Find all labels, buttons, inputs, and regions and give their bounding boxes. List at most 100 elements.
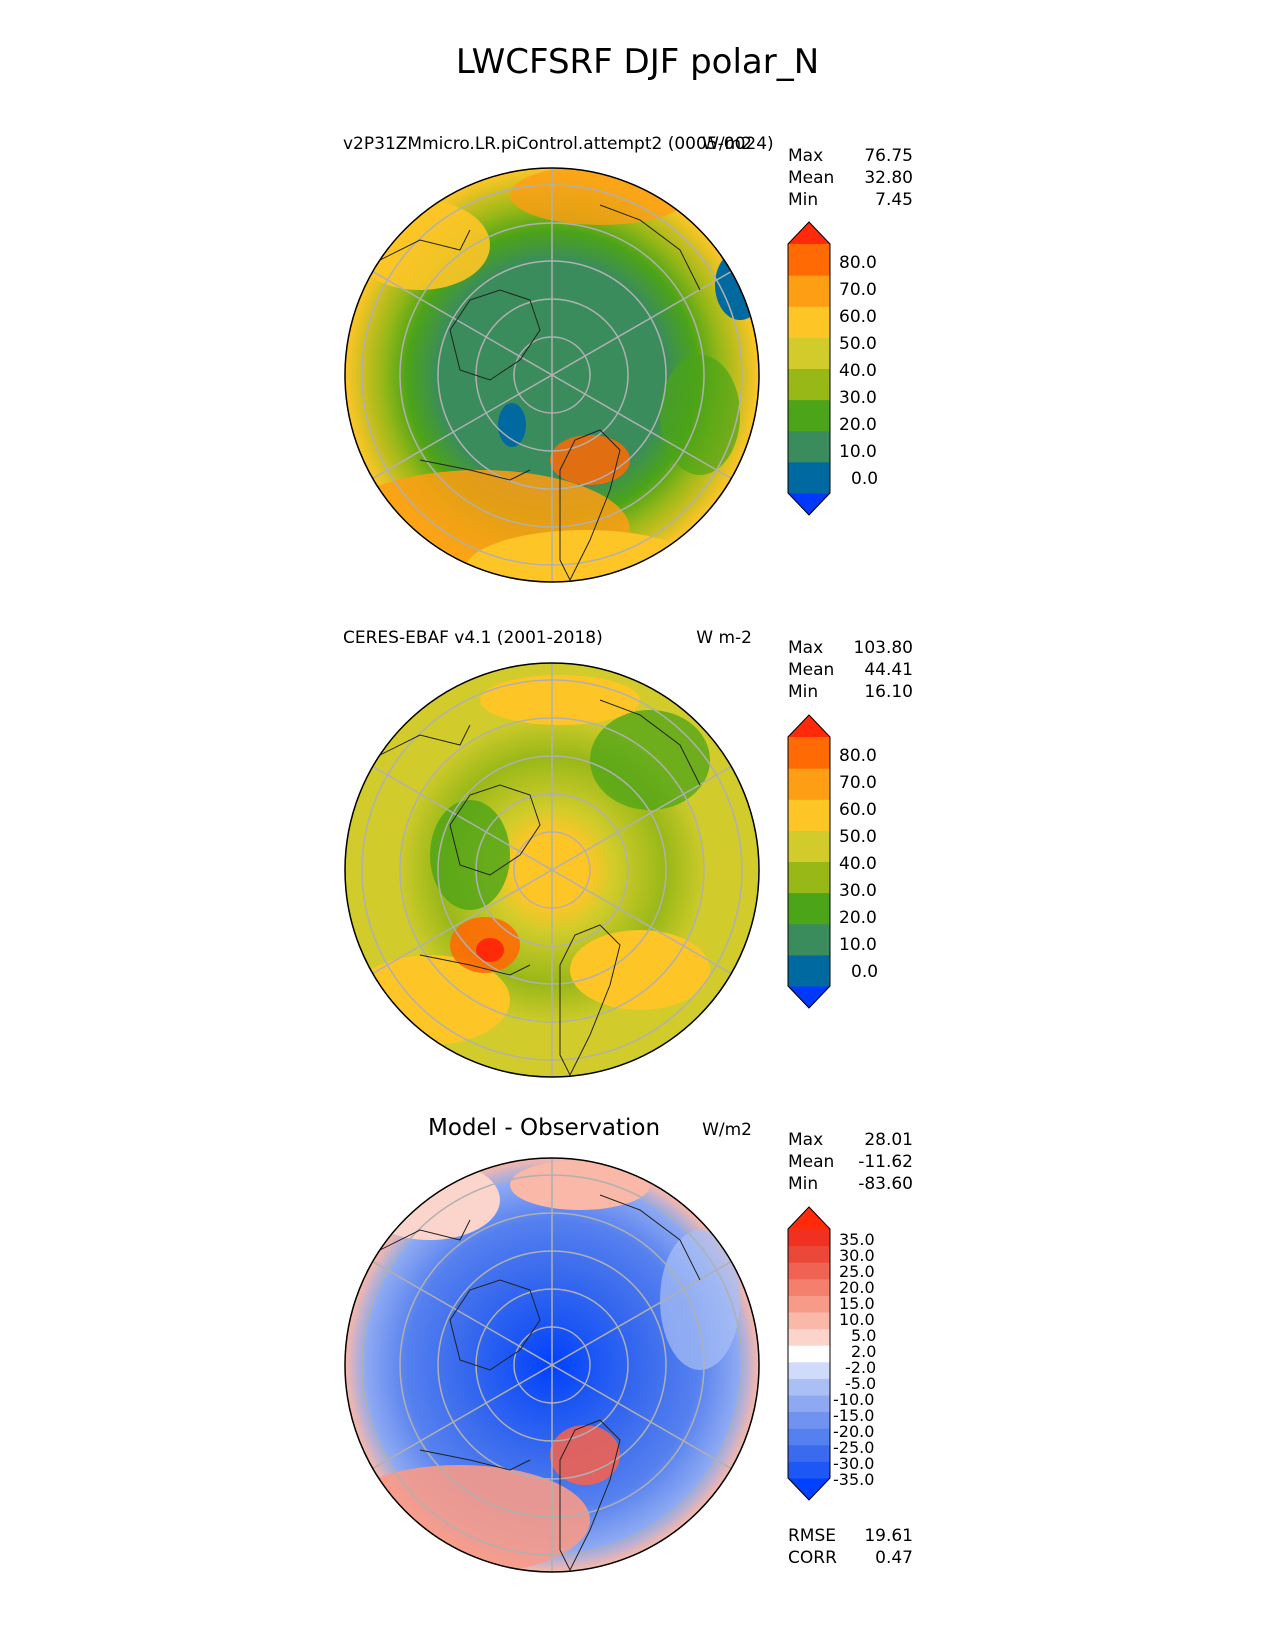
difference-max-label: Max (788, 1130, 824, 1150)
test-colorbar-tick: 30.0 (839, 388, 877, 408)
difference-colorbar-tick: 20.0 (839, 1278, 875, 1297)
rmse-value: 19.61 (864, 1526, 913, 1546)
test-grid (361, 168, 743, 582)
difference-colorbar-outline (787, 1206, 831, 1501)
reference-mean-label: Mean (788, 660, 835, 680)
reference-colorbar-swatch (788, 892, 830, 925)
difference-colorbar-swatch (788, 1207, 830, 1229)
figure-title: LWCFSRF DJF polar_N (455, 42, 820, 82)
difference-colorbar-tick: -2.0 (845, 1358, 877, 1377)
reference-colorbar-tick: 50.0 (839, 827, 877, 847)
difference-colorbar-swatch (788, 1411, 830, 1429)
difference-colorbar-tick: 35.0 (839, 1230, 875, 1249)
difference-field-weak-region (660, 1230, 740, 1370)
difference-panel-units: W/m2 (702, 1120, 752, 1140)
test-colorbar-tick: 80.0 (839, 253, 877, 273)
difference-colorbar-swatch (788, 1295, 830, 1313)
test-colorbar-swatch (788, 368, 830, 401)
reference-coastlines (379, 699, 701, 1077)
reference-min-label: Min (788, 682, 819, 702)
difference-colorbar-swatch (788, 1312, 830, 1330)
difference-mean-label: Mean (788, 1152, 835, 1172)
test-colorbar-swatch (788, 244, 830, 276)
test-mean-label: Mean (788, 168, 835, 188)
test-coastlines (379, 204, 701, 582)
difference-colorbar-swatch (788, 1262, 830, 1280)
test-mean-value: 32.80 (864, 168, 913, 188)
test-field-mid-region (660, 355, 740, 475)
test-colorbar-swatch (788, 430, 830, 463)
test-colorbar-swatch (788, 275, 830, 307)
difference-colorbar-tick: 10.0 (839, 1310, 875, 1329)
reference-colorbar-swatch (788, 715, 830, 737)
reference-colorbar-swatch (788, 799, 830, 831)
test-panel-units: W/m2 (702, 134, 752, 154)
test-field-high-region (350, 200, 490, 290)
test-max-label: Max (788, 146, 824, 166)
test-colorbar-tick: 70.0 (839, 280, 877, 300)
reference-field-peak-region (476, 938, 504, 962)
reference-panel-units: W m-2 (696, 628, 752, 648)
test-panel-title: v2P31ZMmicro.LR.piControl.attempt2 (0005… (343, 134, 774, 154)
difference-field-positive-region (345, 1465, 590, 1572)
reference-colorbar-tick: 30.0 (839, 881, 877, 901)
test-colorbar-tick: 0.0 (851, 469, 879, 489)
difference-colorbar-tick: 30.0 (839, 1246, 875, 1265)
test-colorbar-swatch (788, 306, 830, 338)
reference-colorbar-swatch (788, 861, 830, 894)
reference-map-border (344, 662, 760, 1078)
reference-colorbar (787, 714, 831, 1009)
test-field-low-region (498, 403, 526, 447)
test-colorbar-swatch (788, 461, 830, 494)
test-field-low-region (715, 250, 759, 320)
test-colorbar-tick: 40.0 (839, 361, 877, 381)
test-field-high-region (465, 530, 705, 582)
reference-grid (361, 663, 743, 1077)
reference-mean-value: 44.41 (864, 660, 913, 680)
reference-max-value: 103.80 (853, 638, 913, 658)
test-colorbar-tick: 50.0 (839, 334, 877, 354)
difference-grid (361, 1158, 743, 1572)
difference-colorbar-tick: 2.0 (851, 1342, 877, 1361)
reference-colorbar-outline (787, 714, 831, 1009)
difference-colorbar-tick: 15.0 (839, 1294, 875, 1313)
difference-colorbar-tick: -20.0 (833, 1422, 875, 1441)
difference-colorbar-swatch (788, 1444, 830, 1462)
reference-colorbar-swatch (788, 737, 830, 769)
difference-colorbar-tick: -5.0 (845, 1374, 877, 1393)
difference-colorbar (787, 1206, 831, 1501)
difference-colorbar-swatch (788, 1361, 830, 1379)
difference-mean-value: -11.62 (858, 1152, 913, 1172)
difference-field-positive-region (510, 1160, 650, 1210)
difference-colorbar-swatch (788, 1229, 830, 1247)
test-colorbar-tick: 20.0 (839, 415, 877, 435)
difference-min-value: -83.60 (858, 1174, 913, 1194)
reference-colorbar-swatch (788, 923, 830, 956)
difference-coastlines (379, 1194, 701, 1572)
reference-colorbar-tick: 10.0 (839, 935, 877, 955)
reference-colorbar-swatch (788, 986, 830, 1008)
difference-colorbar-swatch (788, 1428, 830, 1446)
difference-max-value: 28.01 (864, 1130, 913, 1150)
difference-colorbar-tick: -10.0 (833, 1390, 875, 1409)
reference-colorbar-tick: 0.0 (851, 962, 879, 982)
difference-colorbar-tick: -25.0 (833, 1438, 875, 1457)
difference-colorbar-swatch (788, 1461, 830, 1479)
test-polar-map (345, 168, 759, 582)
reference-colorbar-tick: 70.0 (839, 773, 877, 793)
test-colorbar-tick: 10.0 (839, 442, 877, 462)
difference-colorbar-swatch (788, 1245, 830, 1263)
test-max-value: 76.75 (864, 146, 913, 166)
corr-label: CORR (788, 1548, 837, 1568)
reference-colorbar-tick: 20.0 (839, 908, 877, 928)
difference-polar-map (345, 1158, 759, 1572)
reference-min-value: 16.10 (864, 682, 913, 702)
test-colorbar-swatch (788, 222, 830, 244)
reference-max-label: Max (788, 638, 824, 658)
difference-min-label: Min (788, 1174, 819, 1194)
reference-colorbar-swatch (788, 768, 830, 800)
test-colorbar-swatch (788, 493, 830, 515)
test-colorbar-swatch (788, 337, 830, 369)
rmse-label: RMSE (788, 1526, 837, 1546)
difference-colorbar-swatch (788, 1378, 830, 1396)
